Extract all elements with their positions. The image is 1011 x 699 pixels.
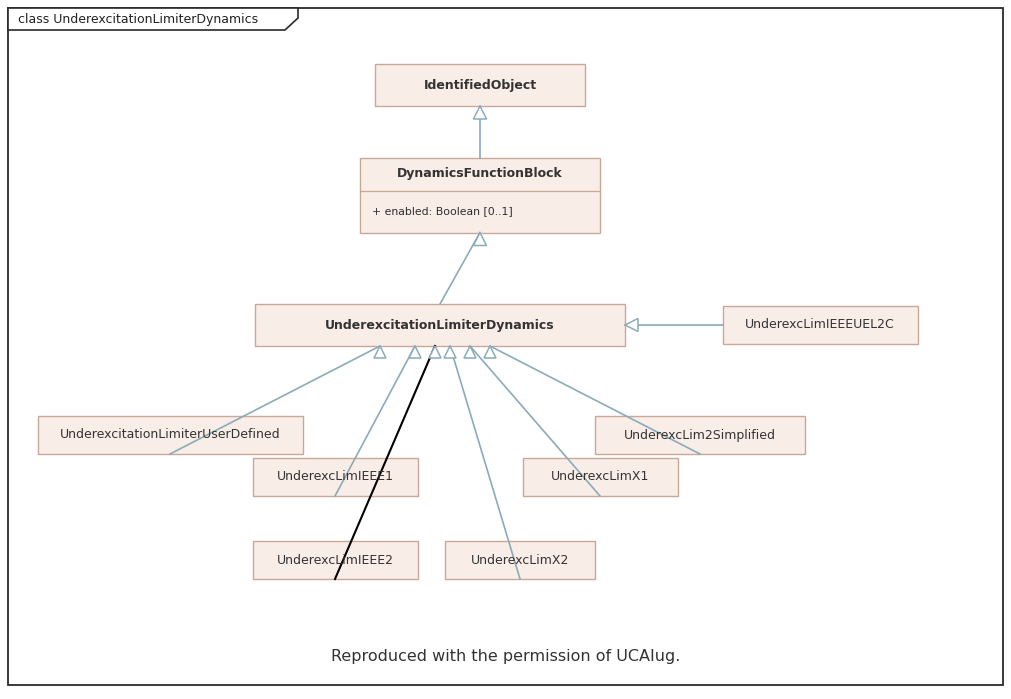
Text: UnderexcLimIEEEUEL2C: UnderexcLimIEEEUEL2C xyxy=(745,319,895,331)
Text: UnderexcitationLimiterDynamics: UnderexcitationLimiterDynamics xyxy=(326,319,555,331)
Polygon shape xyxy=(464,346,476,358)
Bar xyxy=(445,541,595,579)
Bar xyxy=(523,458,677,496)
Text: UnderexcLim2Simplified: UnderexcLim2Simplified xyxy=(624,428,776,442)
Text: + enabled: Boolean [0..1]: + enabled: Boolean [0..1] xyxy=(372,206,513,217)
Text: UnderexcLimIEEE1: UnderexcLimIEEE1 xyxy=(276,470,393,484)
Polygon shape xyxy=(409,346,421,358)
Polygon shape xyxy=(444,346,456,358)
Bar xyxy=(37,416,302,454)
Bar xyxy=(723,306,918,344)
Text: Reproduced with the permission of UCAIug.: Reproduced with the permission of UCAIug… xyxy=(331,649,680,665)
Text: UnderexcitationLimiterUserDefined: UnderexcitationLimiterUserDefined xyxy=(60,428,280,442)
Bar xyxy=(253,541,418,579)
Polygon shape xyxy=(625,319,638,331)
Polygon shape xyxy=(484,346,496,358)
Bar xyxy=(375,64,585,106)
Text: DynamicsFunctionBlock: DynamicsFunctionBlock xyxy=(397,168,563,180)
Text: UnderexcLimX2: UnderexcLimX2 xyxy=(471,554,569,566)
Text: UnderexcLimIEEE2: UnderexcLimIEEE2 xyxy=(276,554,393,566)
Polygon shape xyxy=(473,233,486,245)
Text: class UnderexcitationLimiterDynamics: class UnderexcitationLimiterDynamics xyxy=(18,13,258,25)
Bar xyxy=(360,157,600,233)
Polygon shape xyxy=(374,346,386,358)
Text: UnderexcLimX1: UnderexcLimX1 xyxy=(551,470,649,484)
Bar xyxy=(255,304,625,346)
Text: IdentifiedObject: IdentifiedObject xyxy=(424,78,537,92)
Bar xyxy=(253,458,418,496)
Polygon shape xyxy=(473,106,486,119)
Polygon shape xyxy=(8,8,298,30)
Bar xyxy=(595,416,805,454)
Polygon shape xyxy=(429,346,441,358)
